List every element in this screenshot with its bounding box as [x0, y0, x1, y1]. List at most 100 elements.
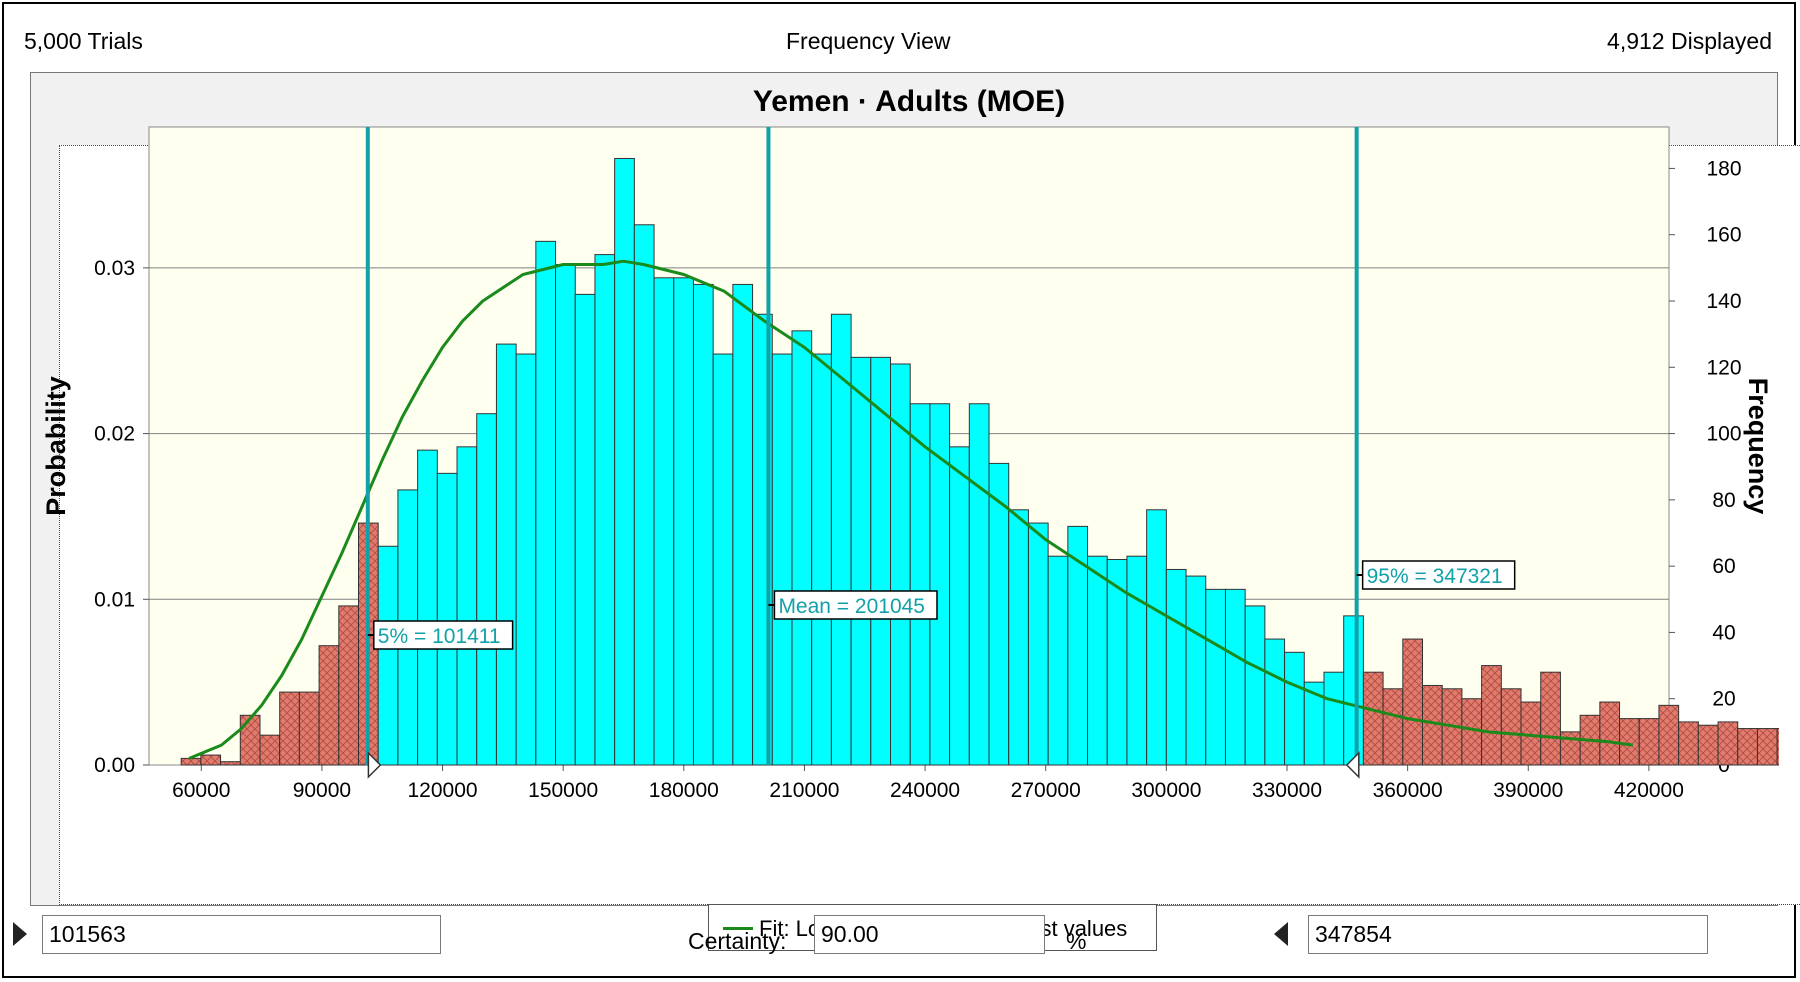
- x-tick-label: 390000: [1493, 779, 1563, 802]
- histogram-bar: [1027, 522, 1049, 766]
- histogram-bar: [1224, 588, 1246, 766]
- y-right-tick-label: 60: [1712, 555, 1735, 578]
- histogram-bar-tail: [1402, 638, 1424, 766]
- y-right-tick-label: 20: [1712, 688, 1735, 711]
- x-tick-label: 330000: [1252, 779, 1322, 802]
- histogram-bar: [692, 283, 714, 766]
- histogram-bar: [771, 353, 793, 766]
- histogram-bar: [1343, 615, 1364, 766]
- histogram-bar: [1087, 555, 1108, 766]
- upper-bound-input[interactable]: [1308, 915, 1708, 954]
- histogram-bar: [515, 353, 537, 766]
- histogram-bar: [909, 403, 931, 766]
- x-tick-label: 270000: [1011, 779, 1081, 802]
- histogram-bar-tail: [1362, 671, 1384, 766]
- histogram-bar: [377, 545, 399, 766]
- y-axis-label: Probability: [41, 376, 71, 516]
- histogram-bar-tail: [1481, 665, 1502, 766]
- fit-curve: [188, 259, 1634, 760]
- histogram-bar: [850, 356, 872, 766]
- histogram-bar: [673, 277, 694, 766]
- y-right-axis-label: Frequency: [1743, 378, 1773, 515]
- histogram-bar-tail: [259, 734, 281, 766]
- x-tick-label: 180000: [649, 779, 719, 802]
- x-tick-label: 210000: [769, 779, 839, 802]
- histogram-bar-tail: [1540, 671, 1561, 766]
- histogram-bar-tail: [239, 714, 261, 766]
- y-right-tick-label: 100: [1706, 423, 1741, 446]
- y-right-tick-label: 180: [1706, 157, 1741, 180]
- histogram-bar-tail: [1658, 704, 1680, 766]
- histogram-bar: [574, 293, 596, 766]
- upper-grabber-icon: [1345, 751, 1360, 779]
- y-right-tick-label: 160: [1706, 224, 1741, 247]
- chart-title: Yemen · Adults (MOE): [753, 85, 1065, 118]
- histogram-bar: [1146, 509, 1167, 766]
- histogram-bar: [633, 224, 655, 766]
- histogram-bar: [1264, 638, 1286, 766]
- percent-label: %: [1066, 928, 1087, 954]
- x-tick-label: 120000: [408, 779, 478, 802]
- x-tick-label: 300000: [1131, 779, 1201, 802]
- lower-grabber-icon: [367, 751, 382, 779]
- y-right-tick-label: 120: [1706, 356, 1741, 379]
- x-tick-label: 240000: [890, 779, 960, 802]
- histogram-bar: [1047, 555, 1069, 766]
- histogram-bar: [653, 277, 675, 766]
- histogram-bar: [1244, 605, 1266, 766]
- chart-panel: Yemen · Adults (MOE)0.000.010.020.030204…: [30, 72, 1800, 951]
- histogram-bar: [1185, 575, 1207, 766]
- histogram-chart: Yemen · Adults (MOE)0.000.010.020.030204…: [41, 85, 1779, 802]
- marker-label: 95% = 347321: [1367, 565, 1503, 588]
- histogram-bar-tail: [1599, 701, 1621, 766]
- histogram-bar: [811, 353, 832, 766]
- histogram-bar-tail: [318, 645, 340, 766]
- marker-label-box: [373, 620, 514, 650]
- x-tick-label: 420000: [1614, 779, 1684, 802]
- histogram-bar: [1205, 588, 1226, 766]
- histogram-bar: [436, 472, 458, 766]
- histogram-bar-tail: [1737, 728, 1758, 766]
- histogram-bar: [1008, 509, 1029, 766]
- displayed-count: 4,912 Displayed: [1607, 28, 1772, 54]
- certainty-input[interactable]: [814, 915, 1045, 954]
- right-grabber-icon[interactable]: [1274, 922, 1288, 946]
- histogram-bar: [712, 353, 734, 766]
- histogram-bar: [1323, 671, 1345, 766]
- x-tick-label: 60000: [172, 779, 230, 802]
- legend-fit-swatch: [723, 927, 753, 930]
- histogram-bar-tail: [220, 761, 241, 766]
- histogram-bar-tail: [1619, 718, 1640, 766]
- histogram-bar-tail: [180, 757, 202, 766]
- left-grabber-icon[interactable]: [13, 922, 27, 946]
- histogram-bar: [732, 283, 754, 766]
- y-tick-label: 0.03: [94, 257, 135, 280]
- histogram-bar-tail: [1638, 718, 1660, 766]
- histogram-bar-tail: [1756, 728, 1778, 766]
- y-tick-label: 0.01: [94, 588, 135, 611]
- x-tick-label: 90000: [293, 779, 351, 802]
- histogram-bar: [456, 446, 478, 766]
- view-name: Frequency View: [786, 28, 951, 54]
- lower-bound-input[interactable]: [42, 915, 441, 954]
- histogram-bar-tail: [1500, 688, 1522, 766]
- histogram-bar: [594, 254, 616, 766]
- histogram-bar: [870, 356, 892, 766]
- histogram-bar: [614, 157, 635, 766]
- histogram-bar-tail: [1717, 721, 1739, 766]
- marker-label-box: [773, 590, 938, 620]
- histogram-bar: [535, 240, 557, 766]
- histogram-bar-tail: [279, 691, 300, 766]
- histogram-bar: [495, 343, 517, 766]
- histogram-bar: [791, 330, 813, 766]
- histogram-bar: [968, 403, 990, 766]
- trials-count: 5,000 Trials: [24, 28, 143, 54]
- marker-label: 5% = 101411: [378, 625, 501, 648]
- y-tick-label: 0.00: [94, 754, 135, 777]
- marker-label-box: [1361, 560, 1516, 590]
- histogram-bar-tail: [1776, 728, 1779, 766]
- x-tick-label: 360000: [1373, 779, 1443, 802]
- histogram-bar: [555, 264, 576, 766]
- x-tick-label: 150000: [528, 779, 598, 802]
